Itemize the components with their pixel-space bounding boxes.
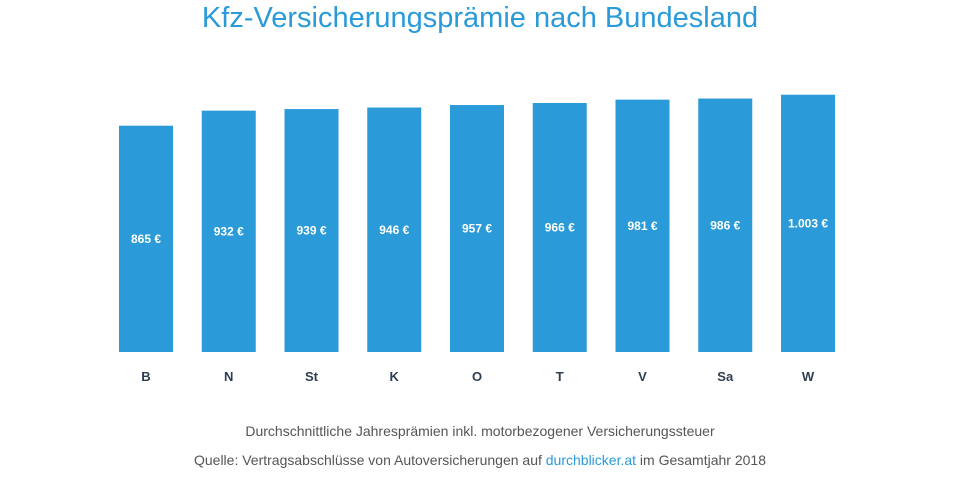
data-label: 865 €	[131, 232, 161, 246]
category-label: K	[390, 369, 400, 384]
chart-subtitle: Durchschnittliche Jahresprämien inkl. mo…	[245, 423, 715, 439]
bar-Sa	[698, 98, 753, 352]
source-note: Quelle: Vertragsabschlüsse von Autoversi…	[0, 452, 960, 468]
data-label: 1.003 €	[788, 216, 828, 230]
data-label: 939 €	[296, 224, 326, 238]
category-label: Sa	[717, 369, 734, 384]
bar-V	[615, 99, 670, 353]
bar-O	[450, 105, 504, 352]
data-label: 957 €	[462, 222, 492, 236]
bar-T	[532, 103, 587, 352]
source-prefix: Quelle: Vertragsabschlüsse von Autoversi…	[193, 452, 546, 468]
category-label: W	[802, 369, 815, 384]
category-label: V	[638, 369, 647, 384]
bar-K	[367, 107, 422, 352]
bar-B	[119, 125, 173, 352]
data-label: 966 €	[545, 221, 575, 235]
bar-St	[284, 109, 339, 353]
category-label: B	[141, 369, 150, 384]
data-label: 981 €	[627, 219, 657, 233]
bar-W	[781, 94, 835, 352]
category-label: T	[556, 369, 564, 384]
source-suffix: im Gesamtjahr 2018	[636, 452, 766, 468]
source-link[interactable]: durchblicker.at	[545, 452, 637, 468]
data-label: 986 €	[710, 218, 740, 232]
data-label: 932 €	[214, 224, 244, 238]
category-label: N	[224, 369, 233, 384]
data-label: 946 €	[379, 223, 409, 237]
category-label: O	[472, 369, 482, 384]
category-label: St	[305, 369, 319, 384]
chart-title: Kfz-Versicherungsprämie nach Bundesland	[201, 2, 759, 34]
bar-N	[201, 110, 256, 353]
